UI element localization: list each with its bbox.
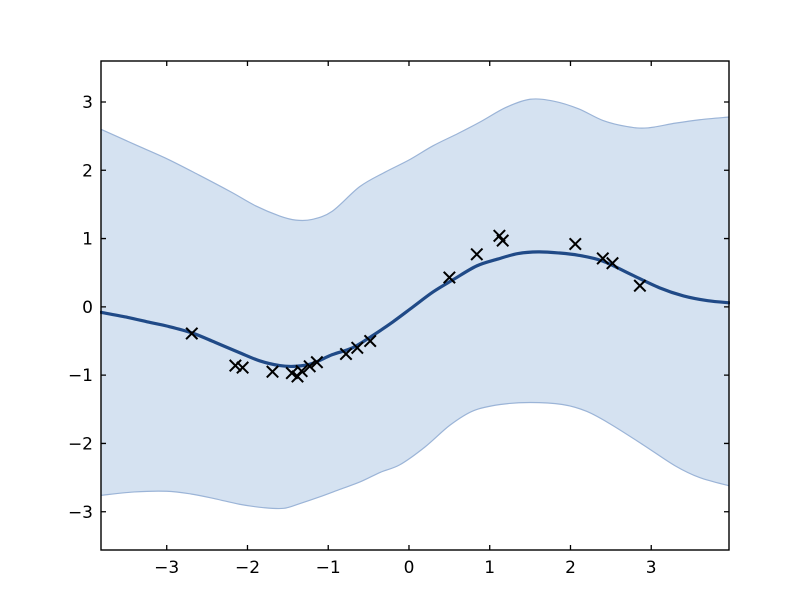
x-tick-label: 2 (565, 558, 576, 578)
y-tick-label: 2 (82, 161, 93, 181)
x-tick-label: 3 (646, 558, 657, 578)
y-tick-label: 3 (82, 93, 93, 113)
data-point-marker (185, 327, 199, 340)
plot-frame (100, 60, 730, 551)
x-tick-label: −1 (316, 558, 341, 578)
data-point-marker (442, 271, 456, 284)
data-point-marker (228, 359, 242, 373)
data-point-marker (236, 361, 250, 375)
y-tick-label: 1 (82, 230, 93, 250)
data-point-marker (266, 365, 279, 379)
confidence-band-upper-edge (100, 98, 730, 222)
x-tick-label: 1 (484, 558, 495, 578)
data-point-marker (310, 355, 324, 369)
data-point-marker (285, 366, 299, 380)
x-tick-label: 0 (404, 558, 415, 578)
data-point-marker (363, 334, 377, 348)
x-tick-label: −2 (235, 558, 260, 578)
y-tick-label: −2 (68, 434, 93, 454)
x-tick-labels: −3 −2 −1 0 1 2 3 (154, 558, 656, 578)
data-point-marker (596, 251, 610, 265)
x-tick-label: −3 (154, 558, 179, 578)
observations (185, 229, 647, 383)
data-point-marker (339, 347, 353, 361)
data-point-marker (633, 279, 647, 293)
data-point-marker (303, 359, 317, 373)
y-tick-label: 0 (82, 298, 93, 318)
y-tick-label: −3 (68, 503, 93, 523)
data-point-marker (470, 247, 484, 261)
data-point-marker (295, 364, 309, 378)
confidence-band-lower-edge (100, 401, 730, 510)
data-point-marker (350, 341, 364, 355)
y-tick-label: −1 (68, 366, 93, 386)
data-point-marker (606, 256, 619, 270)
axes-frame (100, 60, 730, 551)
axis-ticks (101, 61, 729, 550)
data-point-marker (492, 229, 506, 243)
data-point-marker (568, 237, 582, 251)
tick-marks (101, 61, 729, 550)
data-point-marker (496, 234, 510, 248)
y-tick-labels: 3 2 1 0 −1 −2 −3 (68, 93, 93, 523)
